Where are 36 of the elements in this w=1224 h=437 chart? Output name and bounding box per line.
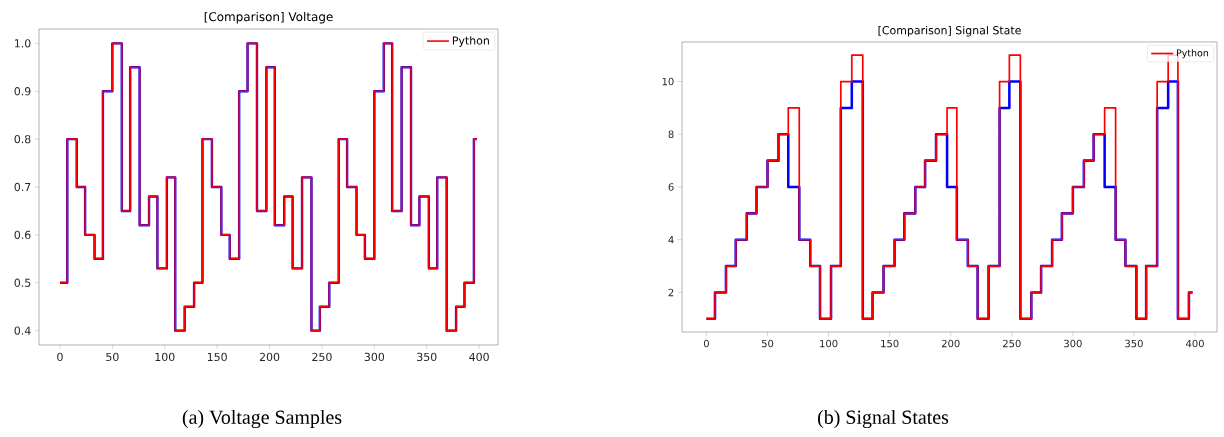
x-tick-label: 250 bbox=[1003, 339, 1021, 348]
chart-title: [Comparison] Voltage bbox=[204, 11, 333, 24]
x-tick-label: 400 bbox=[1186, 339, 1204, 348]
y-tick-label: 4 bbox=[668, 236, 674, 244]
y-tick-label: 0.9 bbox=[14, 87, 31, 96]
y-tick-label: 0.7 bbox=[14, 182, 31, 192]
x-tick-label: 50 bbox=[761, 339, 774, 348]
x-tick-label: 200 bbox=[941, 339, 960, 348]
x-tick-label: 100 bbox=[155, 352, 175, 362]
x-tick-label: 300 bbox=[364, 352, 385, 362]
x-tick-label: 50 bbox=[106, 352, 119, 362]
y-tick-label: 0.6 bbox=[14, 230, 31, 240]
y-tick-label: 0.5 bbox=[14, 278, 31, 287]
x-tick-label: 400 bbox=[469, 352, 489, 362]
text: (b) Signal States bbox=[818, 409, 949, 429]
y-tick-label: 1.0 bbox=[15, 39, 31, 48]
x-tick-label: 0 bbox=[57, 352, 63, 362]
y-tick-label: 8 bbox=[668, 130, 674, 139]
y-tick-label: 0.8 bbox=[14, 134, 31, 144]
x-tick-label: 100 bbox=[820, 339, 838, 348]
chart-title: [Comparison] Signal State bbox=[878, 25, 1021, 37]
y-tick-label: 0.4 bbox=[14, 326, 31, 335]
x-tick-label: 150 bbox=[207, 352, 227, 362]
x-tick-label: 0 bbox=[703, 339, 709, 348]
x-tick-label: 300 bbox=[1064, 339, 1082, 348]
legend-label: Python bbox=[452, 36, 489, 47]
x-tick-label: 200 bbox=[259, 352, 280, 362]
y-tick-label: 6 bbox=[668, 183, 674, 191]
x-tick-label: 350 bbox=[1125, 339, 1143, 348]
legend-label: Python bbox=[1176, 49, 1209, 59]
y-tick-label: 10 bbox=[662, 77, 674, 86]
x-tick-label: 250 bbox=[312, 352, 332, 362]
x-tick-label: 150 bbox=[881, 339, 899, 348]
x-tick-label: 350 bbox=[417, 352, 437, 362]
y-tick-label: 2 bbox=[668, 288, 674, 297]
text: (a) Voltage Samples bbox=[182, 409, 342, 429]
